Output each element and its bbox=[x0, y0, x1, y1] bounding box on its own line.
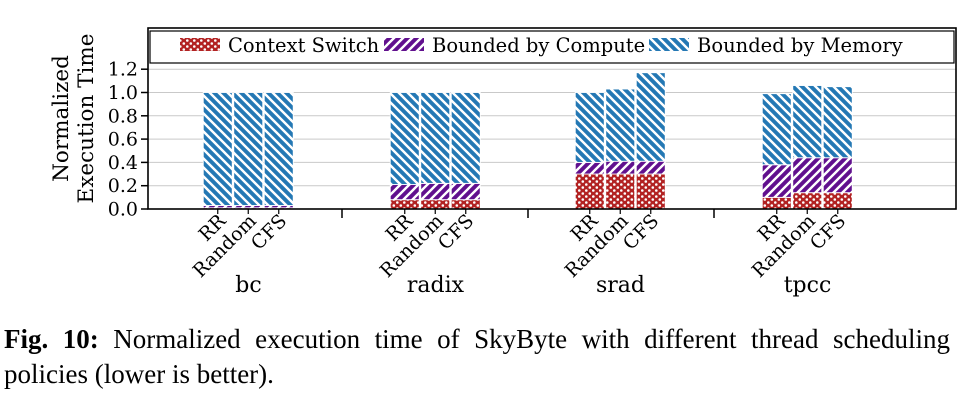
bar-segment bbox=[822, 192, 853, 210]
plot-frame bbox=[147, 27, 957, 210]
bar-segment bbox=[822, 86, 853, 159]
bar-segment bbox=[450, 199, 481, 210]
y-tick-label: 0.0 bbox=[108, 199, 138, 221]
bar-segment bbox=[202, 92, 233, 206]
caption-text: Normalized execution time of SkyByte wit… bbox=[4, 324, 950, 389]
figure-caption: Fig. 10: Normalized execution time of Sk… bbox=[4, 322, 950, 392]
y-tick-label: 1.0 bbox=[108, 82, 138, 104]
legend-label: Context Switch bbox=[228, 34, 380, 57]
y-axis-label: Normalized bbox=[49, 55, 74, 182]
bar-segment bbox=[635, 160, 666, 175]
stacked-bar-chart: 0.00.20.40.60.81.01.2 Normalized Execution… bbox=[49, 27, 957, 298]
bar-segment bbox=[450, 92, 481, 184]
legend-swatch-backslash bbox=[649, 38, 689, 51]
bar-segment bbox=[233, 92, 264, 206]
bar-segment bbox=[420, 182, 451, 201]
bar-segment bbox=[574, 92, 605, 163]
bar-segment bbox=[605, 160, 636, 175]
y-tick-label: 1.2 bbox=[108, 59, 138, 81]
bar-segment bbox=[574, 161, 605, 175]
bar-segment bbox=[792, 192, 823, 210]
bar-segment bbox=[792, 157, 823, 194]
bar-segment bbox=[761, 93, 792, 166]
y-axis-label: Execution Time bbox=[74, 34, 99, 204]
bar-segment bbox=[574, 173, 605, 210]
bar-segment bbox=[263, 92, 294, 206]
bar-segment bbox=[761, 196, 792, 210]
bar-segment bbox=[822, 157, 853, 194]
legend-label: Bounded by Compute bbox=[432, 34, 645, 57]
group-label: srad bbox=[596, 273, 645, 298]
group-label: radix bbox=[407, 273, 465, 298]
bar-label: CFS bbox=[806, 210, 850, 254]
bar-segment bbox=[605, 173, 636, 210]
bar-segment bbox=[635, 173, 666, 210]
bar-segment bbox=[792, 85, 823, 159]
legend-frame bbox=[149, 30, 955, 64]
bars bbox=[202, 72, 853, 210]
bar-segment bbox=[420, 92, 451, 184]
bar-segment bbox=[389, 199, 420, 210]
caption-label: Fig. 10: bbox=[4, 324, 99, 354]
y-tick-label: 0.4 bbox=[108, 152, 138, 174]
bar-segment bbox=[635, 72, 666, 162]
legend-swatch-dots bbox=[180, 38, 220, 51]
bar-label: CFS bbox=[434, 210, 478, 254]
bar-label: CFS bbox=[619, 210, 663, 254]
bar-segment bbox=[420, 199, 451, 210]
bar-segment bbox=[450, 182, 481, 201]
bar-segment bbox=[389, 184, 420, 201]
y-tick-label: 0.8 bbox=[108, 105, 138, 127]
legend: Context Switch Bounded by Compute Bounded … bbox=[149, 30, 955, 64]
bar-segment bbox=[761, 164, 792, 198]
legend-label: Bounded by Memory bbox=[697, 34, 903, 57]
bar-label: CFS bbox=[247, 210, 291, 254]
group-label: bc bbox=[235, 273, 261, 298]
y-tick-label: 0.6 bbox=[108, 129, 138, 151]
bar-segment bbox=[605, 88, 636, 162]
group-label: tpcc bbox=[784, 273, 832, 298]
legend-swatch-slash bbox=[384, 38, 424, 51]
bar-segment bbox=[389, 92, 420, 185]
y-tick-label: 0.2 bbox=[108, 175, 138, 197]
